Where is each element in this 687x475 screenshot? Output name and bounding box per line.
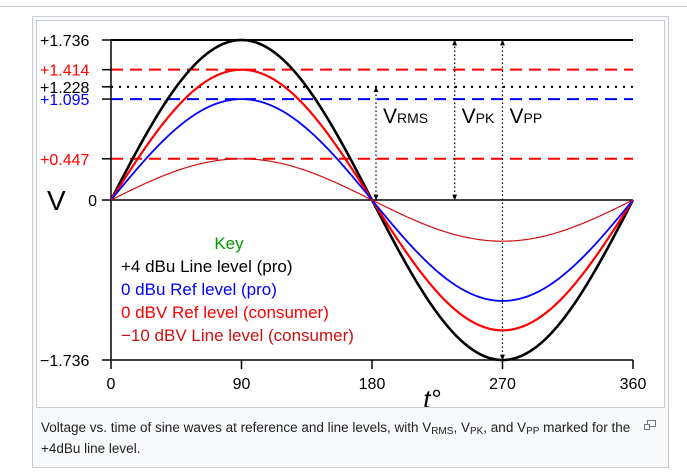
- x-tick-label-4: 360: [620, 376, 647, 393]
- x-tick-label-1: 90: [233, 376, 251, 393]
- legend-item-0: +4 dBu Line level (pro): [121, 257, 293, 276]
- y-tick-label-4: +0.447: [40, 152, 89, 169]
- caption-sub-pp: PP: [526, 426, 540, 437]
- measure-label-0: VRMS: [383, 105, 428, 128]
- measure-label-2: VPP: [510, 105, 543, 128]
- caption-text-2: , V: [453, 420, 470, 435]
- plot-frame: +1.736 +1.414 +1.228 +1.095 +0.447 0 −1.736 0 90…: [36, 20, 665, 414]
- legend-item-3: −10 dBV Line level (consumer): [121, 326, 354, 345]
- y-axis-label: V: [47, 185, 66, 216]
- magnify-clip-icon[interactable]: [644, 420, 656, 430]
- legend-item-1: 0 dBu Ref level (pro): [121, 280, 277, 299]
- series-line-3: [110, 158, 634, 242]
- top-divider: [0, 6, 687, 7]
- figure-thumbnail: +1.736 +1.414 +1.228 +1.095 +0.447 0 −1.736 0 90…: [32, 16, 669, 468]
- y-tick-label-1: +1.414: [40, 63, 89, 80]
- x-tick-label-0: 0: [107, 376, 116, 393]
- caption-sub-pk: PK: [469, 426, 484, 437]
- caption-text-1: Voltage vs. time of sine waves at refere…: [41, 420, 432, 435]
- legend-title: Key: [214, 234, 244, 253]
- line-chart: +1.736 +1.414+1.228+1.095 +0.447 0 −1.736 0 90…: [40, 33, 647, 414]
- caption-text-4: marked for the +4dBu line level.: [41, 420, 631, 456]
- x-tick-label-2: 180: [359, 376, 386, 393]
- caption-sub-rms: RMS: [431, 426, 454, 437]
- figure-caption: Voltage vs. time of sine waves at refere…: [41, 417, 631, 459]
- y-tick-label-0: +1.736: [40, 33, 89, 50]
- y-tick-label-3: +1.095: [40, 92, 89, 109]
- x-tick-label-3: 270: [489, 376, 516, 393]
- y-tick-label-6: −1.736: [40, 353, 89, 370]
- y-tick-label-2: +1.228: [40, 80, 89, 97]
- measure-label-1: VPK: [462, 105, 495, 128]
- caption-text-3: , and V: [483, 420, 527, 435]
- legend-item-2: 0 dBV Ref level (consumer): [121, 303, 329, 322]
- x-axis-label: t°: [423, 384, 441, 407]
- y-tick-label-5: 0: [88, 193, 97, 210]
